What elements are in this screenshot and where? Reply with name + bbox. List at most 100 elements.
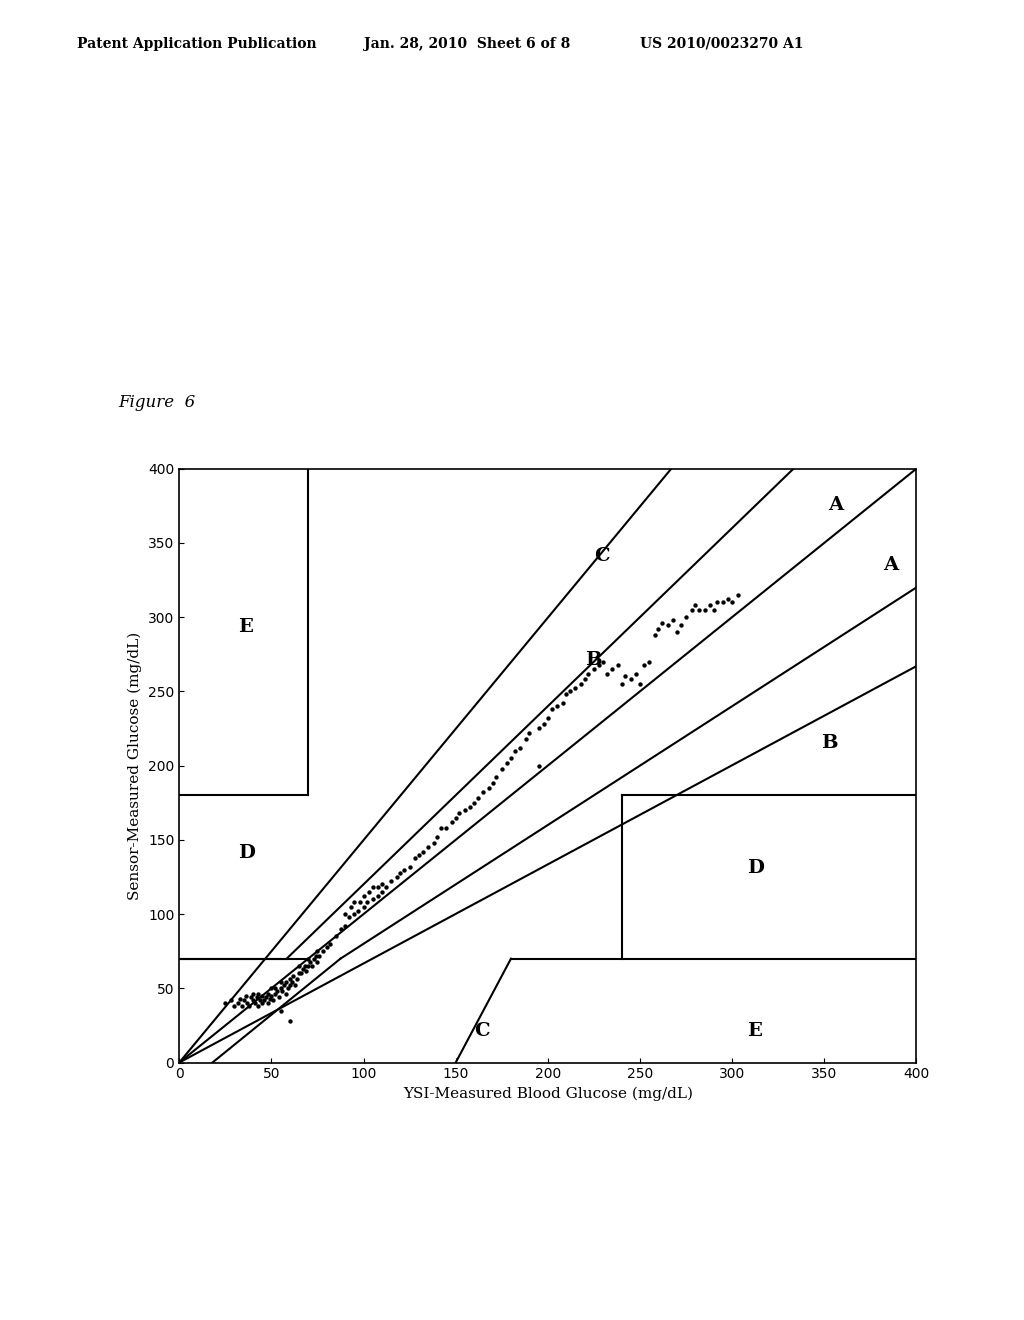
Point — [284, 972, 300, 993]
Point — [544, 698, 560, 719]
Point — [396, 859, 413, 880]
Point — [282, 969, 298, 990]
Point — [572, 673, 589, 694]
Point — [323, 933, 339, 954]
Point — [706, 599, 722, 620]
Point — [250, 983, 266, 1005]
Point — [233, 995, 250, 1016]
Point — [433, 817, 450, 838]
Text: Jan. 28, 2010  Sheet 6 of 8: Jan. 28, 2010 Sheet 6 of 8 — [364, 37, 569, 50]
Point — [254, 985, 270, 1006]
Point — [305, 948, 322, 969]
Point — [494, 758, 510, 779]
Point — [636, 653, 652, 675]
Point — [280, 978, 296, 999]
Point — [517, 729, 534, 750]
Point — [238, 985, 254, 1006]
Point — [351, 892, 368, 913]
Point — [488, 767, 505, 788]
Point — [443, 812, 460, 833]
Point — [599, 663, 615, 684]
Point — [245, 983, 261, 1005]
Point — [691, 599, 708, 620]
Point — [304, 956, 321, 977]
Point — [258, 987, 274, 1008]
Point — [503, 747, 519, 768]
Point — [370, 876, 386, 898]
Point — [274, 981, 291, 1002]
Point — [333, 919, 349, 940]
Point — [420, 837, 436, 858]
Point — [245, 990, 261, 1011]
Point — [447, 807, 464, 828]
Point — [263, 978, 280, 999]
Point — [401, 855, 418, 876]
Point — [429, 826, 445, 847]
Point — [710, 591, 726, 612]
Point — [687, 594, 703, 615]
Point — [307, 945, 324, 966]
Point — [595, 651, 611, 672]
Point — [293, 962, 309, 983]
Point — [720, 589, 736, 610]
Point — [287, 974, 303, 995]
Point — [388, 866, 404, 887]
Point — [457, 800, 473, 821]
Point — [654, 612, 671, 634]
Point — [272, 1001, 289, 1022]
Point — [309, 941, 326, 962]
Point — [289, 969, 305, 990]
Point — [298, 960, 314, 981]
Point — [475, 781, 492, 803]
Point — [359, 892, 376, 913]
Point — [231, 989, 248, 1010]
Point — [577, 669, 593, 690]
Point — [355, 896, 372, 917]
Point — [267, 983, 284, 1005]
Point — [241, 995, 257, 1016]
Point — [250, 995, 266, 1016]
Point — [499, 752, 515, 774]
Point — [562, 681, 579, 702]
Point — [549, 696, 565, 717]
Point — [240, 993, 256, 1014]
Point — [300, 956, 316, 977]
Point — [222, 990, 239, 1011]
Point — [567, 677, 584, 698]
Point — [295, 958, 311, 979]
Text: E: E — [746, 1022, 762, 1040]
Point — [282, 974, 298, 995]
Point — [311, 945, 328, 966]
Text: A: A — [828, 496, 843, 515]
Point — [247, 993, 263, 1014]
Text: B: B — [820, 734, 838, 752]
Point — [452, 803, 468, 824]
Point — [259, 983, 275, 1005]
Point — [278, 972, 294, 993]
Point — [256, 990, 272, 1011]
Point — [346, 903, 362, 924]
Point — [650, 618, 667, 640]
Point — [586, 659, 602, 680]
Point — [683, 599, 699, 620]
Point — [270, 987, 287, 1008]
Point — [350, 900, 367, 921]
Point — [659, 614, 676, 635]
Point — [628, 663, 644, 684]
Point — [554, 693, 570, 714]
Point — [591, 653, 607, 675]
Point — [346, 892, 362, 913]
Point — [249, 987, 265, 1008]
Point — [701, 594, 718, 615]
Point — [291, 956, 307, 977]
Point — [512, 737, 528, 758]
Text: D: D — [239, 843, 255, 862]
Text: Figure  6: Figure 6 — [118, 395, 195, 411]
Text: D: D — [746, 858, 764, 876]
Text: C: C — [594, 546, 609, 565]
Point — [724, 591, 740, 612]
Point — [540, 708, 556, 729]
Point — [530, 755, 547, 776]
Point — [272, 972, 289, 993]
Point — [623, 669, 639, 690]
